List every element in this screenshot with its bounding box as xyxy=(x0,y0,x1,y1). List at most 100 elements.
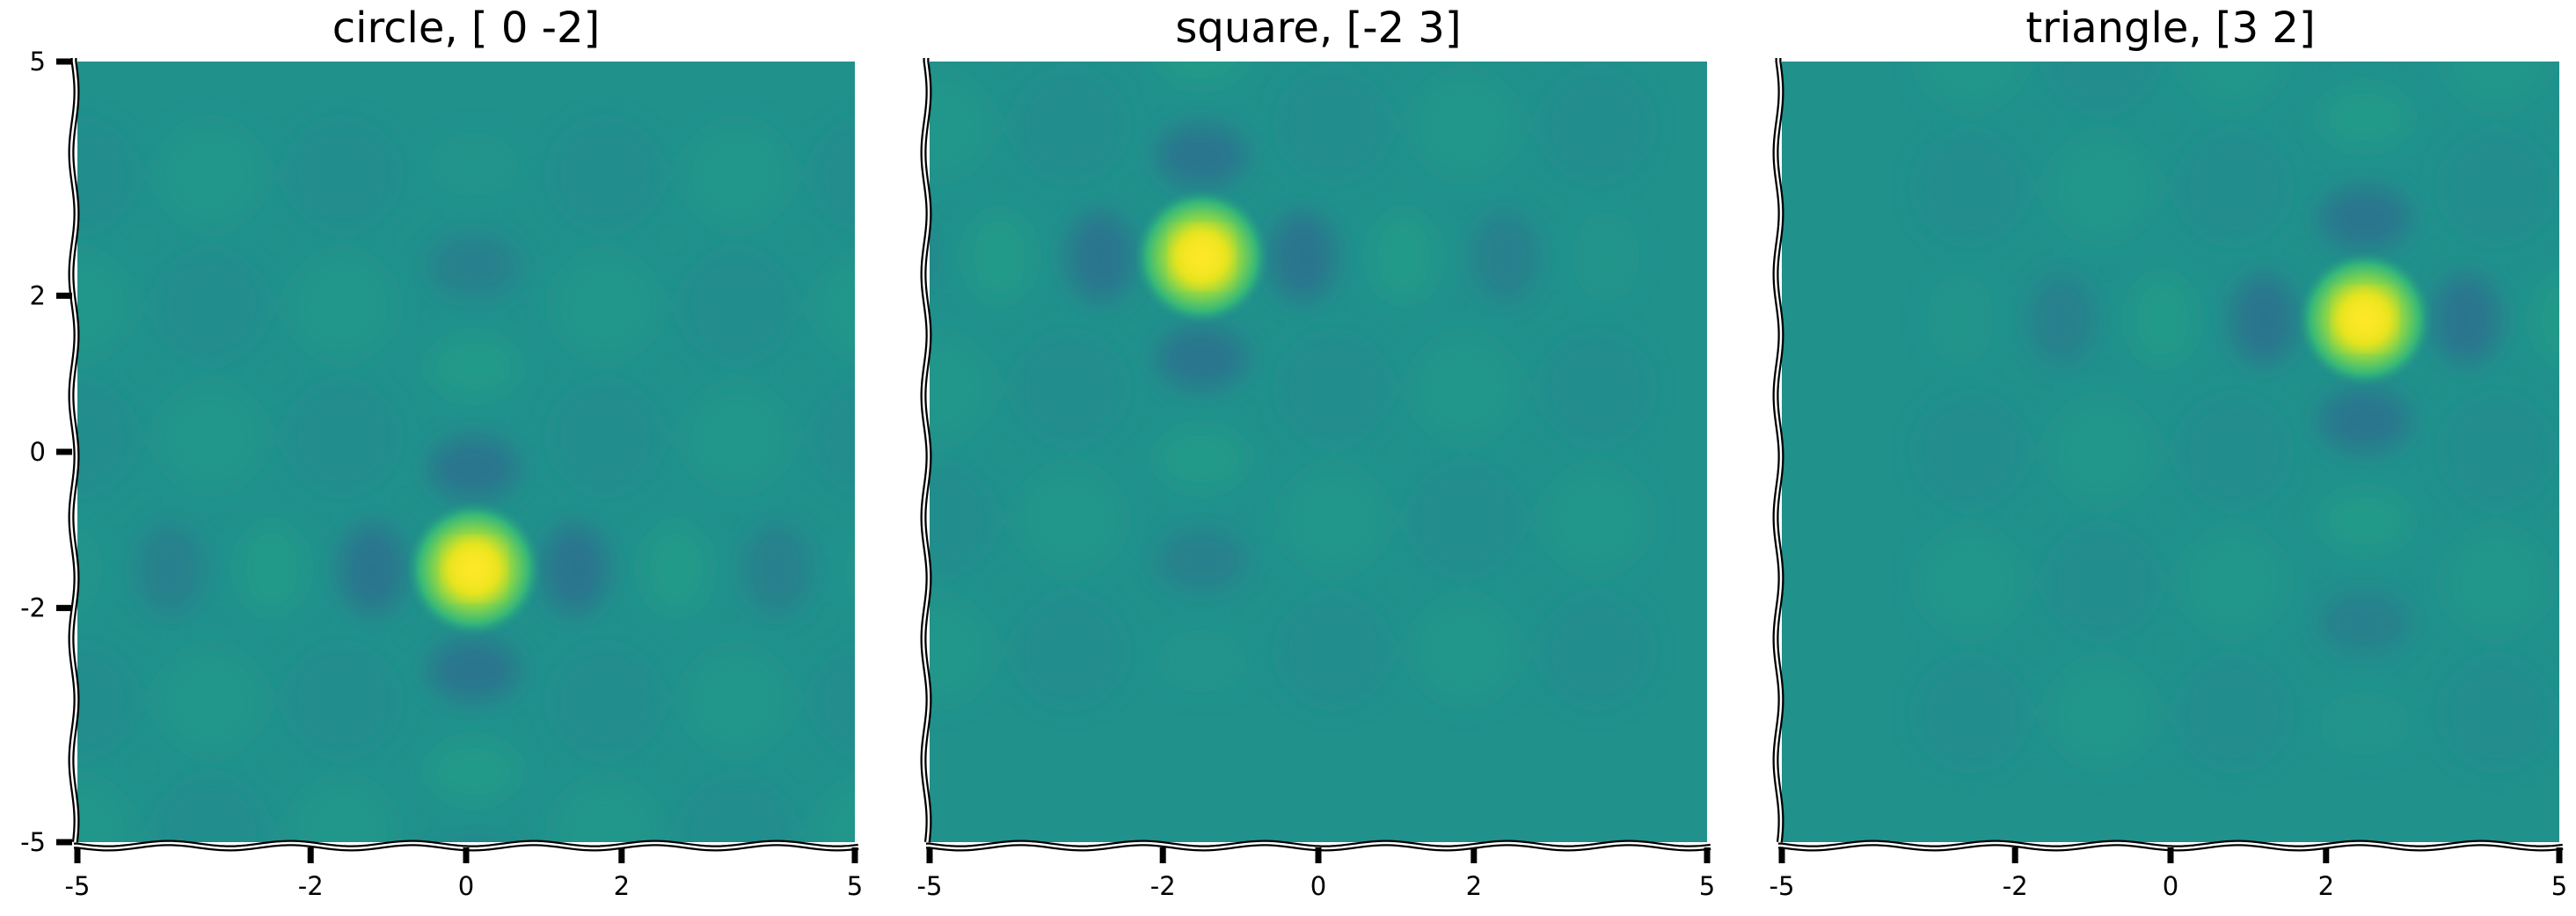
x-tick-label: -5 xyxy=(1770,871,1795,901)
ripple-texture xyxy=(755,0,860,47)
ripple-texture xyxy=(1412,467,1518,572)
ripple-texture xyxy=(77,779,133,842)
ripple-texture xyxy=(289,121,396,228)
ripple-texture xyxy=(930,335,992,441)
ripple-texture xyxy=(1017,598,1123,704)
ripple-texture xyxy=(815,649,855,752)
x-tick-label: 2 xyxy=(1466,871,1482,901)
ripple-texture xyxy=(683,121,790,228)
ripple-lobe xyxy=(844,536,855,601)
ripple-lobe xyxy=(2230,273,2297,366)
ripple-texture xyxy=(1412,598,1518,704)
ripple-texture xyxy=(289,384,396,491)
ripple-texture xyxy=(1017,335,1123,441)
ripple-texture xyxy=(2180,397,2287,504)
ripple-texture xyxy=(289,253,396,360)
ripple-texture xyxy=(1412,335,1518,441)
ripple-texture xyxy=(157,647,264,753)
y-axis-spine-highlight xyxy=(922,58,930,843)
ripple-lobe xyxy=(743,523,811,615)
ripple-lobe xyxy=(966,211,1033,302)
ripple-texture xyxy=(1917,660,2024,767)
ripple-lobe xyxy=(1156,326,1248,389)
ripple-lobe xyxy=(459,840,489,842)
heatmap-background xyxy=(1782,62,2559,842)
peak-layer xyxy=(405,500,543,638)
ripple-texture xyxy=(2049,529,2155,636)
ripple-texture xyxy=(1917,134,2024,241)
ripple-lobe xyxy=(2433,273,2499,366)
ripple-lobe xyxy=(339,523,406,615)
ripple-texture xyxy=(1543,598,1649,704)
ripple-texture xyxy=(1280,598,1386,704)
heatmap-background xyxy=(930,62,1707,842)
ripple-texture xyxy=(1412,72,1518,178)
ripple-lobe xyxy=(427,436,520,500)
ripple-texture xyxy=(2443,660,2550,767)
ripple-texture xyxy=(2180,62,2287,110)
x-tick-label: 0 xyxy=(458,871,474,901)
ripple-lobe xyxy=(2319,490,2411,554)
x-tick-label: 5 xyxy=(847,871,863,901)
ripple-texture xyxy=(1917,62,2024,110)
ripple-texture xyxy=(886,0,991,47)
ripple-texture xyxy=(2180,529,2287,636)
ripple-texture xyxy=(815,255,855,358)
ripple-texture xyxy=(552,647,659,753)
panel-title: square, [-2 3] xyxy=(1175,4,1461,53)
ripple-texture xyxy=(815,386,855,489)
x-tick-label: 0 xyxy=(1310,871,1326,901)
ripple-texture xyxy=(1543,335,1649,441)
heatmap-plot xyxy=(755,0,1707,842)
x-tick-label: -2 xyxy=(1150,871,1176,901)
ripple-texture xyxy=(552,911,658,916)
ripple-texture xyxy=(1280,72,1386,178)
ripple-texture xyxy=(2049,134,2155,241)
panel-title: triangle, [3 2] xyxy=(2025,4,2315,53)
ripple-texture xyxy=(1280,335,1386,441)
ripple-texture xyxy=(1543,0,1649,47)
ripple-texture xyxy=(930,72,992,178)
ripple-lobe xyxy=(427,335,520,399)
peak-core xyxy=(1177,232,1227,281)
ripple-lobe xyxy=(541,523,609,615)
ripple-lobe xyxy=(2319,186,2411,251)
ripple-lobe xyxy=(237,523,305,615)
y-tick-label: 2 xyxy=(30,280,46,310)
ripple-lobe xyxy=(77,524,103,614)
peak-layer xyxy=(1133,188,1271,325)
ripple-texture xyxy=(289,911,395,916)
ripple-texture xyxy=(552,253,659,360)
x-tick-label: -5 xyxy=(65,871,91,901)
ripple-texture xyxy=(552,384,659,491)
ripple-texture xyxy=(2049,62,2155,110)
ripple-texture xyxy=(1543,72,1649,178)
ripple-texture xyxy=(2443,134,2550,241)
peak-core xyxy=(2340,294,2390,345)
ripple-texture xyxy=(2049,660,2155,767)
ripple-texture xyxy=(2180,660,2287,767)
x-tick-label: -5 xyxy=(917,871,943,901)
ripple-texture xyxy=(815,781,855,842)
peak-core xyxy=(449,544,499,594)
ripple-lobe xyxy=(2319,692,2411,756)
ripple-texture xyxy=(683,779,790,842)
ripple-texture xyxy=(815,911,921,916)
y-axis-spine-highlight xyxy=(1774,58,1783,843)
ripple-texture xyxy=(77,647,133,753)
ripple-layer xyxy=(1917,62,2559,767)
ripple-lobe xyxy=(2319,591,2411,655)
ripple-texture xyxy=(684,911,790,916)
ripple-lobe xyxy=(427,638,520,702)
ripple-lobe xyxy=(1573,211,1640,302)
ripple-layer xyxy=(77,121,921,916)
ripple-lobe xyxy=(1156,427,1248,491)
panel-square: square, [-2 3] -5 -2 0 2 5 xyxy=(755,0,1716,901)
ripple-texture xyxy=(157,779,264,842)
ripple-texture xyxy=(77,384,133,491)
ripple-texture xyxy=(683,384,790,491)
ripple-lobe xyxy=(2319,389,2411,453)
peak-layer xyxy=(2296,251,2434,389)
ripple-texture xyxy=(683,253,790,360)
ripple-lobe xyxy=(136,523,204,615)
